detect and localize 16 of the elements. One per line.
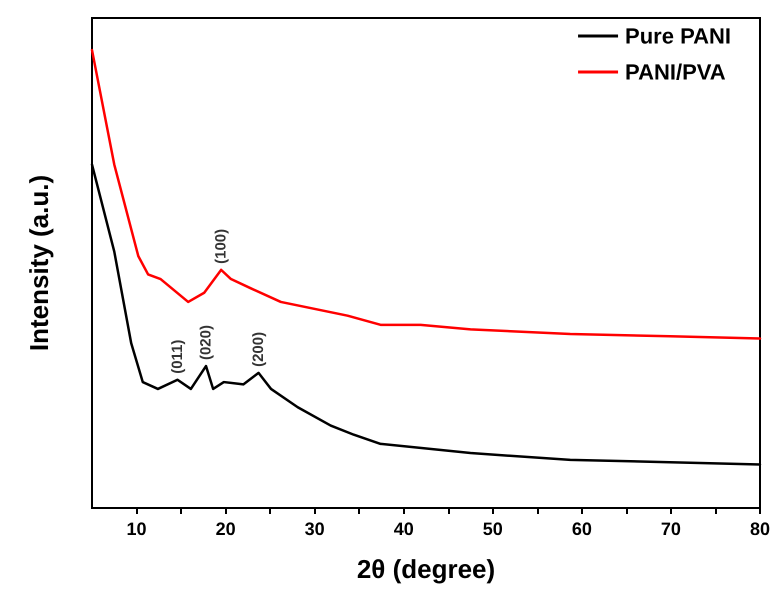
x-tick-label: 20 [216,519,236,539]
annotation: (011) [169,340,186,374]
x-tick-label: 40 [394,519,414,539]
x-tick-label: 60 [572,519,592,539]
annotation: (020) [198,325,215,360]
x-tick-label: 80 [750,519,770,539]
x-tick-label: 50 [482,519,503,539]
annotation: (100) [212,228,230,264]
legend-label: PANI/PVA [625,60,726,84]
annotation: (200) [250,332,268,367]
x-axis-title: 2θ (degree) [356,554,496,584]
x-tick-label: 70 [660,519,681,539]
x-tick-label: 30 [304,519,325,539]
x-tick-label: 10 [126,519,147,539]
y-axis-title: Intensity (a.u.) [24,174,54,352]
legend-label: Pure PANI [625,24,732,48]
